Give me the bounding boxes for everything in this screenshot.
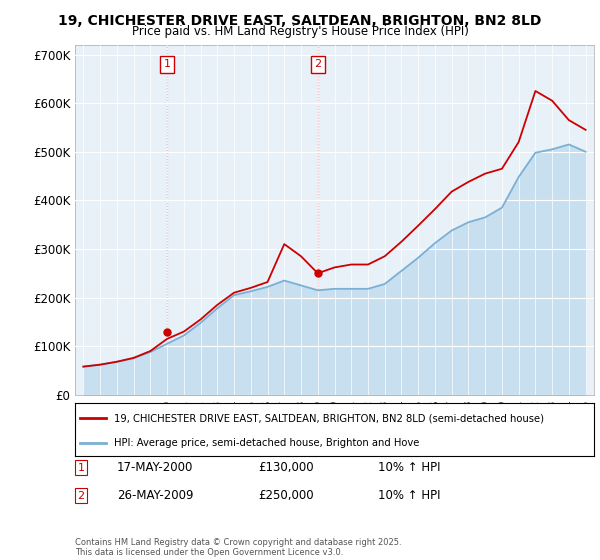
Text: HPI: Average price, semi-detached house, Brighton and Hove: HPI: Average price, semi-detached house,…	[114, 438, 419, 448]
Text: £250,000: £250,000	[258, 489, 314, 502]
Text: £130,000: £130,000	[258, 461, 314, 474]
Text: 1: 1	[77, 463, 85, 473]
Text: 19, CHICHESTER DRIVE EAST, SALTDEAN, BRIGHTON, BN2 8LD (semi-detached house): 19, CHICHESTER DRIVE EAST, SALTDEAN, BRI…	[114, 413, 544, 423]
Text: 19, CHICHESTER DRIVE EAST, SALTDEAN, BRIGHTON, BN2 8LD: 19, CHICHESTER DRIVE EAST, SALTDEAN, BRI…	[58, 14, 542, 28]
Text: 2: 2	[314, 59, 322, 69]
Text: Contains HM Land Registry data © Crown copyright and database right 2025.
This d: Contains HM Land Registry data © Crown c…	[75, 538, 401, 557]
Text: Price paid vs. HM Land Registry's House Price Index (HPI): Price paid vs. HM Land Registry's House …	[131, 25, 469, 38]
Text: 10% ↑ HPI: 10% ↑ HPI	[378, 461, 440, 474]
Text: 26-MAY-2009: 26-MAY-2009	[117, 489, 193, 502]
Text: 17-MAY-2000: 17-MAY-2000	[117, 461, 193, 474]
Text: 1: 1	[164, 59, 170, 69]
Text: 2: 2	[77, 491, 85, 501]
Text: 10% ↑ HPI: 10% ↑ HPI	[378, 489, 440, 502]
